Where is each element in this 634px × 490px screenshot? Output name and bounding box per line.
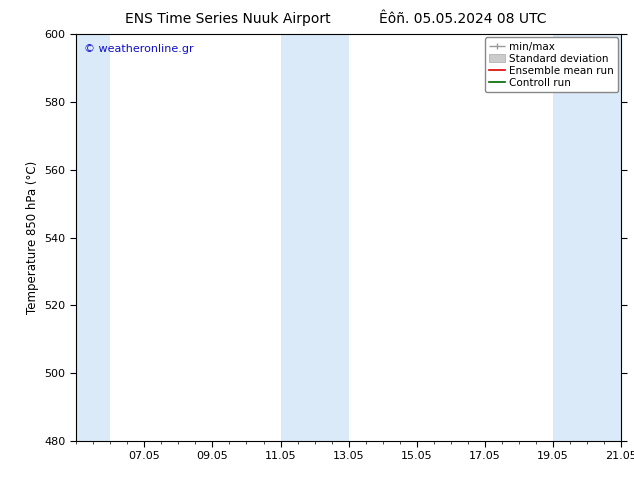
Legend: min/max, Standard deviation, Ensemble mean run, Controll run: min/max, Standard deviation, Ensemble me… — [485, 37, 618, 92]
Y-axis label: Temperature 850 hPa (°C): Temperature 850 hPa (°C) — [26, 161, 39, 314]
Bar — [553, 34, 621, 441]
Bar — [280, 34, 349, 441]
Text: Êôñ. 05.05.2024 08 UTC: Êôñ. 05.05.2024 08 UTC — [379, 12, 547, 26]
Text: © weatheronline.gr: © weatheronline.gr — [84, 45, 194, 54]
Bar — [76, 34, 110, 441]
Text: ENS Time Series Nuuk Airport: ENS Time Series Nuuk Airport — [126, 12, 331, 26]
